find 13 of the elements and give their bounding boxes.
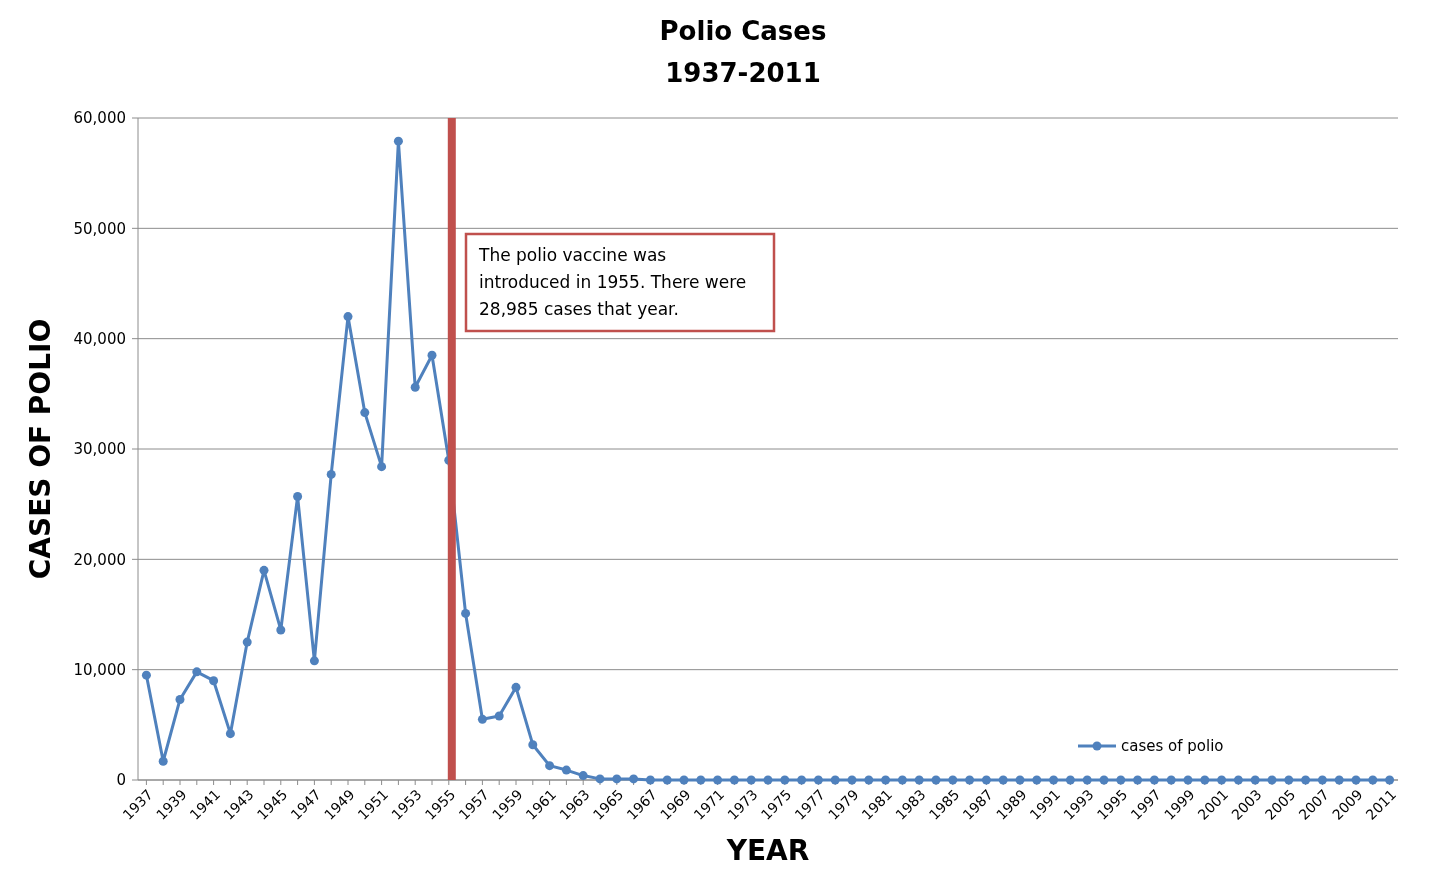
y-tick-label: 20,000 <box>73 550 126 569</box>
y-tick-label: 60,000 <box>73 109 126 128</box>
y-axis-title: CASES OF POLIO <box>24 318 57 580</box>
y-tick-label: 0 <box>116 771 126 790</box>
legend-label: cases of polio <box>1121 737 1224 756</box>
x-axis-title: YEAR <box>725 834 810 867</box>
y-tick-label: 50,000 <box>73 219 126 238</box>
y-tick-label: 30,000 <box>73 440 126 459</box>
chart-subtitle: 1937-2011 <box>665 58 821 88</box>
y-tick-label: 10,000 <box>73 660 126 679</box>
y-tick-label: 40,000 <box>73 329 126 348</box>
annotation: The polio vaccine was introduced in 1955. There were 28,985 cases that year. <box>478 245 747 319</box>
chart-title: Polio Cases <box>659 16 827 46</box>
